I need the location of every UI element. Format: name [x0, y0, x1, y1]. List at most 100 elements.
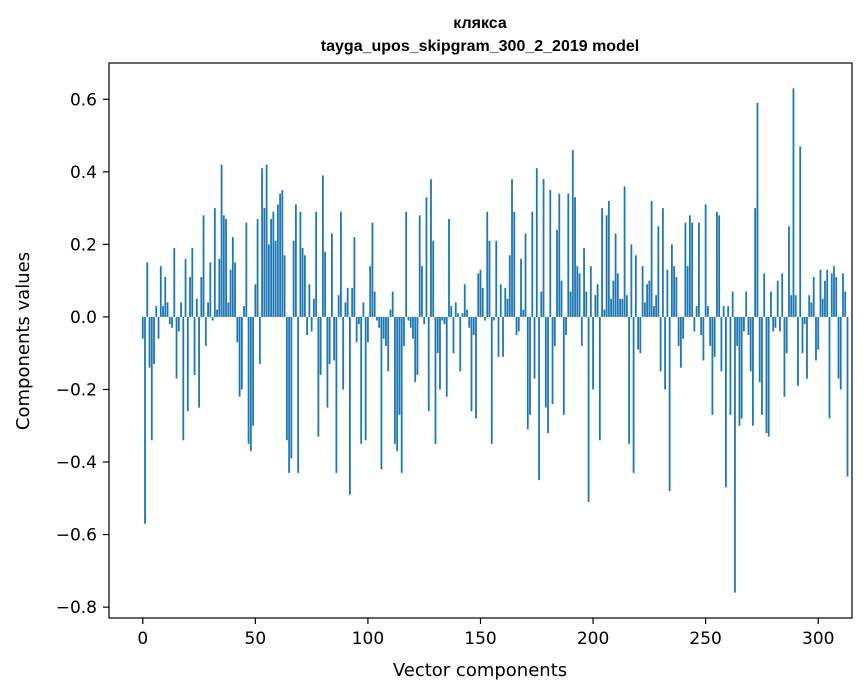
bar: [567, 193, 570, 317]
bar: [315, 211, 318, 317]
bar: [484, 316, 486, 321]
bar: [247, 316, 250, 444]
bar: [704, 204, 707, 317]
bar: [529, 316, 531, 415]
bar: [580, 316, 583, 346]
bar: [497, 316, 500, 357]
bar: [707, 306, 709, 317]
bar: [220, 164, 223, 317]
bar: [628, 316, 630, 444]
bar: [378, 316, 381, 328]
bar: [371, 222, 374, 317]
bar: [349, 316, 351, 495]
bar: [414, 316, 417, 383]
y-tick-label: −0.8: [56, 598, 97, 618]
bar: [720, 316, 723, 372]
bar: [842, 273, 844, 317]
bar: [506, 298, 509, 317]
bar: [499, 284, 502, 317]
bar: [508, 255, 511, 317]
bar: [398, 316, 401, 415]
bar: [594, 295, 597, 317]
bar: [589, 266, 592, 317]
bar: [655, 295, 658, 317]
bar: [675, 277, 678, 317]
bar: [846, 316, 849, 477]
bar: [358, 316, 360, 325]
bar: [664, 316, 667, 390]
bar: [164, 277, 167, 317]
bar: [443, 316, 446, 325]
bar: [367, 316, 369, 343]
bar: [141, 316, 144, 339]
bar: [754, 208, 757, 317]
bar: [306, 316, 309, 336]
bar: [756, 102, 759, 317]
bar: [666, 269, 669, 317]
bar: [475, 316, 477, 419]
bar: [695, 306, 698, 317]
bar: [781, 273, 784, 317]
bar: [801, 316, 804, 354]
bar: [731, 291, 734, 317]
bar: [772, 316, 775, 332]
bar: [337, 295, 340, 317]
bar: [711, 316, 714, 415]
bar: [182, 316, 185, 441]
bar: [150, 316, 153, 441]
bar: [833, 266, 835, 317]
bar: [668, 316, 671, 492]
bar: [310, 316, 313, 332]
y-tick-label: 0.6: [70, 90, 97, 110]
bar: [252, 316, 254, 426]
bar: [432, 240, 435, 317]
bar: [470, 316, 473, 412]
bar: [403, 316, 405, 346]
bar: [763, 273, 766, 317]
bar: [454, 302, 457, 317]
bar: [493, 316, 495, 321]
bar: [583, 248, 585, 317]
bar: [607, 200, 610, 317]
bar: [713, 316, 716, 357]
bar: [227, 302, 230, 317]
bar: [146, 262, 149, 317]
bar: [144, 316, 146, 524]
bar: [364, 316, 367, 441]
bar: [684, 222, 687, 317]
bar: [297, 316, 300, 473]
bar: [457, 313, 459, 317]
bar: [331, 233, 333, 317]
bar: [281, 189, 284, 317]
y-tick-label: 0.4: [70, 163, 97, 183]
bar: [312, 298, 315, 317]
bar: [522, 309, 525, 317]
bar: [412, 316, 414, 339]
bar: [236, 316, 239, 343]
bar: [466, 309, 468, 317]
bar: [346, 287, 349, 317]
bar: [468, 316, 471, 328]
bar: [698, 222, 700, 317]
bar: [202, 215, 205, 317]
y-tick-label: −0.4: [56, 453, 97, 473]
bar: [517, 316, 520, 332]
bar: [198, 316, 200, 408]
bar: [592, 316, 594, 390]
bar: [785, 316, 788, 354]
bar: [722, 306, 725, 317]
bar: [558, 193, 561, 317]
chart-subtitle: tayga_upos_skipgram_300_2_2019 model: [321, 38, 639, 55]
bar: [234, 262, 236, 317]
bar: [792, 88, 795, 317]
bar: [614, 233, 617, 317]
bar: [265, 164, 268, 317]
x-tick-label: 200: [577, 629, 609, 649]
bar: [808, 295, 811, 317]
bar: [213, 208, 216, 317]
bar: [385, 316, 387, 346]
bar: [225, 218, 227, 317]
bar: [409, 316, 412, 328]
bar: [207, 302, 209, 317]
bar: [601, 208, 603, 317]
